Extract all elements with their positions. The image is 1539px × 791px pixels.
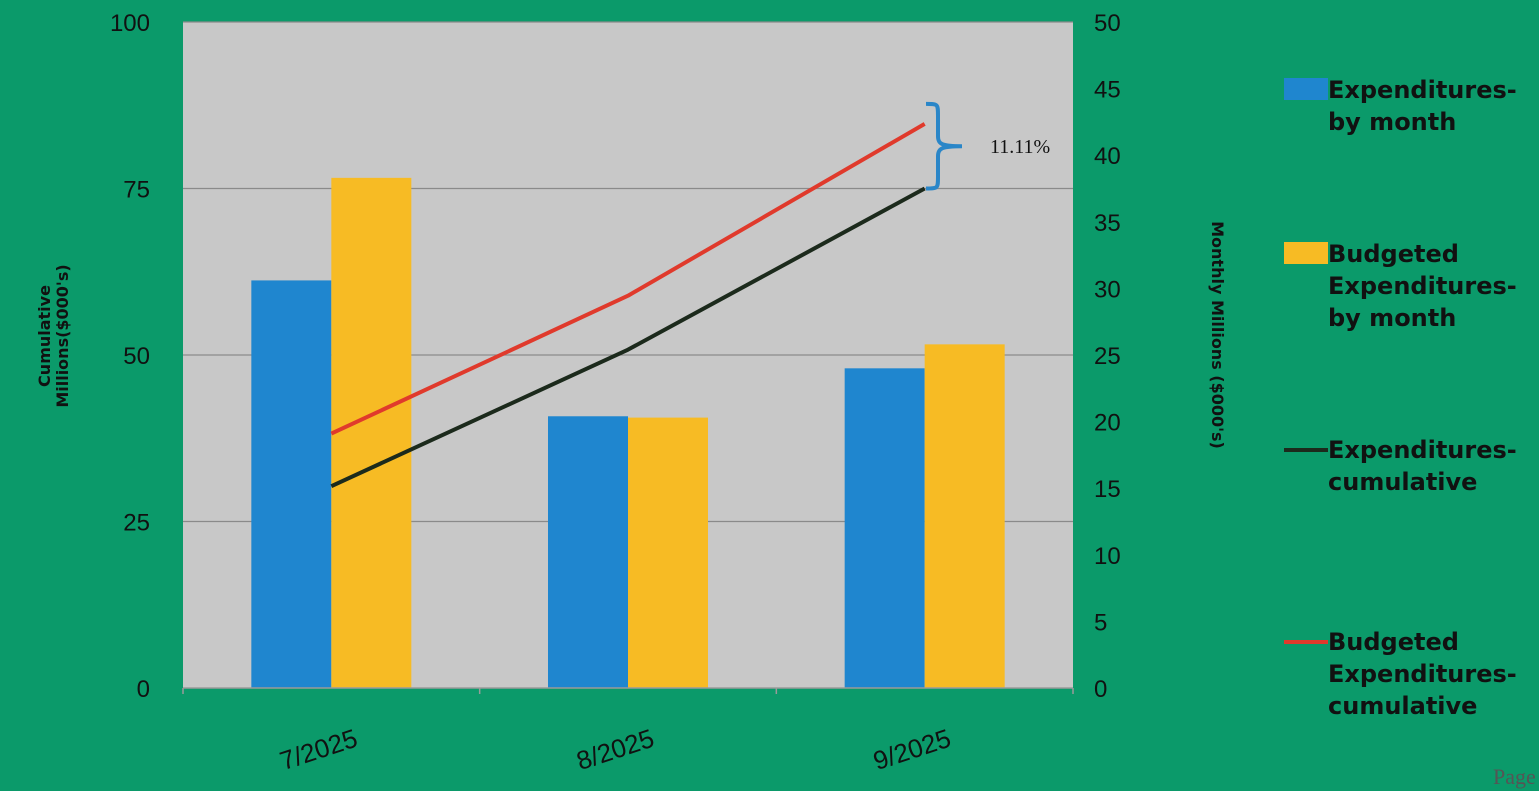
legend-label: Expenditures- by month: [1328, 76, 1517, 136]
bar: [924, 344, 1005, 688]
page-label: Page: [1493, 764, 1536, 789]
bracket-shape: [925, 101, 963, 191]
right-axis-title: Monthly Millions ($000's): [1208, 221, 1227, 449]
right-tick-label: 15: [1094, 476, 1121, 503]
legend-label: Budgeted Expenditures- by month: [1328, 240, 1517, 332]
line-series: [330, 122, 926, 489]
line-series-path: [330, 186, 926, 489]
right-tick-label: 50: [1094, 10, 1121, 37]
bar-series: [251, 177, 1005, 688]
left-axis-title: CumulativeMillions($000's): [35, 264, 72, 407]
right-tick-label: 0: [1094, 676, 1107, 703]
legend-item-expenditures-monthly: Expenditures- by month: [1284, 74, 1528, 138]
legend-label: Expenditures- cumulative: [1328, 436, 1517, 496]
legend-item-budgeted-cumulative: Budgeted Expenditures- cumulative: [1284, 626, 1528, 722]
legend-item-budgeted-monthly: Budgeted Expenditures- by month: [1284, 238, 1528, 334]
left-tick-label: 0: [137, 676, 150, 703]
left-tick-label: 75: [123, 177, 150, 204]
category-label: 8/2025: [573, 723, 658, 776]
legend-item-expenditures-cumulative: Expenditures- cumulative: [1284, 434, 1528, 498]
left-axis-title-line: Cumulative: [35, 285, 54, 387]
right-tick-label: 30: [1094, 276, 1121, 303]
legend-label: Budgeted Expenditures- cumulative: [1328, 628, 1517, 720]
bar: [844, 368, 925, 688]
category-label: 9/2025: [869, 723, 954, 776]
annotation-bracket: 11.11%: [925, 101, 1050, 191]
legend-swatch: [1284, 242, 1328, 264]
right-tick-label: 5: [1094, 609, 1107, 636]
annotation-label: 11.11%: [990, 136, 1050, 158]
bar: [548, 416, 628, 688]
left-axis-title-line: Millions($000's): [53, 264, 72, 407]
bar: [331, 177, 412, 688]
tick-labels: 0 25 50 75 100 0 5 10 15 20 25 30 35 40 45 50 7/2025 8/20…: [35, 10, 1227, 776]
right-tick-label: 35: [1094, 210, 1121, 237]
left-tick-label: 25: [123, 510, 150, 537]
right-tick-label: 40: [1094, 143, 1121, 170]
right-tick-label: 20: [1094, 410, 1121, 437]
category-label: 7/2025: [276, 723, 361, 776]
line-series-path: [330, 122, 926, 436]
legend-line: [1284, 448, 1328, 452]
legend-line: [1284, 640, 1328, 644]
axes: [182, 687, 1074, 694]
bar: [251, 280, 332, 688]
left-tick-label: 50: [123, 343, 150, 370]
left-tick-label: 100: [110, 10, 150, 37]
legend-swatch: [1284, 78, 1328, 100]
right-tick-label: 25: [1094, 343, 1121, 370]
right-tick-label: 45: [1094, 77, 1121, 104]
bar: [628, 417, 708, 688]
right-tick-label: 10: [1094, 543, 1121, 570]
